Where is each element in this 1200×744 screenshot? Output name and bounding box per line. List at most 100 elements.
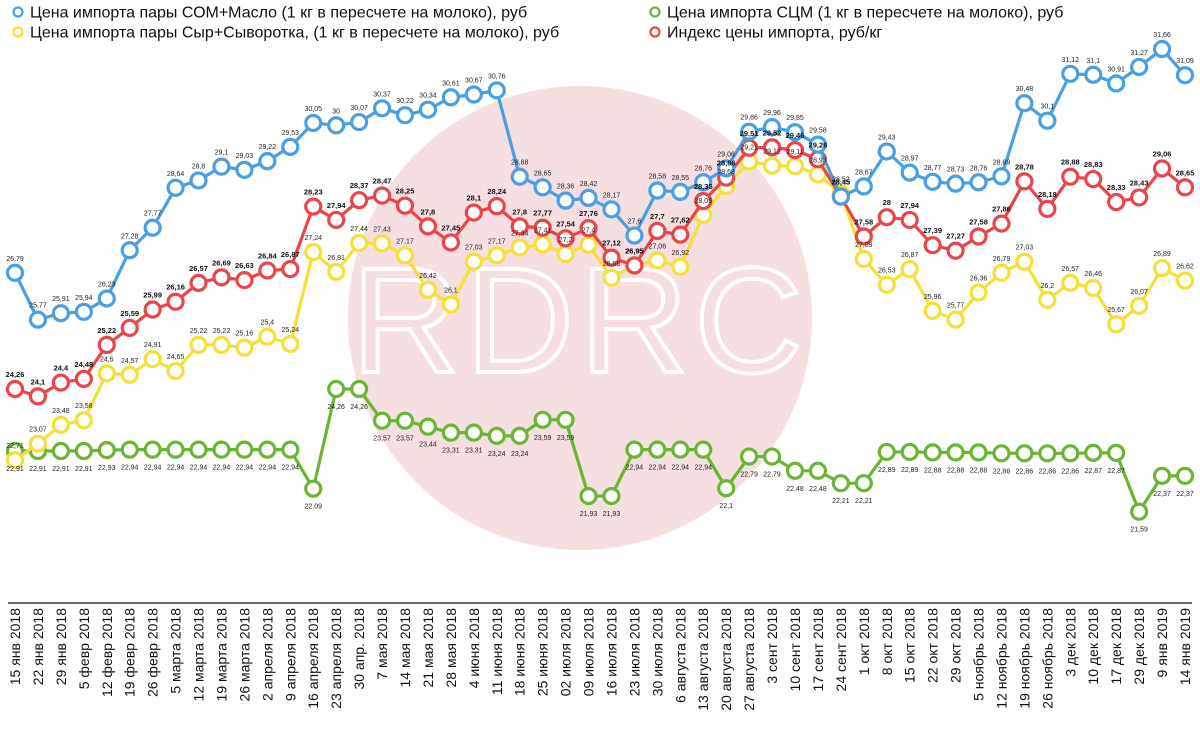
data-label: 24,1 <box>31 377 46 386</box>
data-point <box>671 440 690 459</box>
x-tick-label: 14 янв 2019 <box>1177 608 1193 685</box>
data-label: 25,77 <box>29 303 47 310</box>
data-label: 30,07 <box>350 105 368 112</box>
data-label: 29,43 <box>878 134 896 141</box>
data-point <box>785 157 805 176</box>
x-tick-label: 20 августа 2018 <box>718 608 734 711</box>
x-tick-label: 29 окт 2018 <box>948 608 964 683</box>
data-point <box>5 451 25 470</box>
data-label: 25,22 <box>213 328 231 335</box>
data-point <box>923 172 942 191</box>
data-point <box>372 186 392 205</box>
data-point <box>1107 192 1126 212</box>
data-label: 30,76 <box>488 73 506 80</box>
data-label: 28,68 <box>717 169 735 176</box>
data-label: 24,6 <box>100 356 114 363</box>
data-label: 29,22 <box>259 144 277 151</box>
data-label: 26,62 <box>1176 264 1194 271</box>
data-label: 27,12 <box>602 239 621 248</box>
data-label: 28,36 <box>557 184 575 191</box>
data-point <box>120 440 139 459</box>
data-label: 22,94 <box>236 465 254 472</box>
data-label: 28,67 <box>855 169 873 176</box>
data-label: 27,62 <box>671 216 690 225</box>
data-label: 25,22 <box>190 328 208 335</box>
data-label: 25,59 <box>120 309 139 318</box>
x-tick-label: 17 сент 2018 <box>810 608 826 692</box>
data-label: 24,4 <box>54 364 69 373</box>
data-label: 24,48 <box>74 360 93 369</box>
data-label: 31,12 <box>1062 57 1080 64</box>
data-point <box>418 417 438 436</box>
data-label: 22,89 <box>878 467 896 474</box>
data-point <box>1152 39 1172 59</box>
data-point <box>533 235 552 254</box>
data-label: 22,94 <box>121 465 139 472</box>
data-label: 23,59 <box>557 435 575 442</box>
data-point <box>510 167 529 186</box>
data-point <box>304 242 323 262</box>
data-label: 29,1 <box>215 150 229 157</box>
data-label: 23,24 <box>488 451 506 458</box>
data-label: 26,07 <box>1130 289 1148 296</box>
data-point <box>166 292 185 311</box>
data-point <box>602 248 621 267</box>
data-label: 26,87 <box>901 252 919 259</box>
data-point <box>189 335 208 355</box>
data-point <box>304 197 323 216</box>
data-point <box>327 116 346 135</box>
data-label: 25,94 <box>75 295 93 302</box>
data-point <box>877 275 896 294</box>
data-label: 28,45 <box>831 178 850 187</box>
data-point <box>579 486 598 506</box>
x-tick-label: 14 мая 2018 <box>397 608 413 688</box>
data-label: 31,27 <box>1130 50 1148 57</box>
data-label: 26,79 <box>6 256 24 263</box>
data-label: 27,03 <box>465 245 483 252</box>
data-label: 28,33 <box>1107 183 1126 192</box>
data-label: 23,44 <box>419 442 437 449</box>
x-tick-label: 7 мая 2018 <box>374 608 390 680</box>
x-tick-label: 26 ноябрь 2018 <box>1039 608 1055 709</box>
data-point <box>785 123 805 142</box>
data-point <box>372 411 392 430</box>
data-point <box>831 474 850 493</box>
data-label: 30,48 <box>1016 86 1034 93</box>
x-axis-ticks: 15 янв 2018 22 янв 2018 29 янв 2018 5 февр … <box>7 608 1193 711</box>
data-label: 25,4 <box>261 320 275 327</box>
data-label: 27,8 <box>512 207 527 216</box>
data-point <box>900 259 919 279</box>
data-label: 28,76 <box>970 165 988 172</box>
data-point <box>946 241 965 260</box>
data-point <box>189 171 208 190</box>
data-point <box>854 177 873 196</box>
data-label: 29,26 <box>809 140 828 149</box>
data-point <box>1175 178 1195 197</box>
data-point <box>258 152 277 171</box>
data-point <box>1107 315 1126 334</box>
data-point <box>625 256 644 275</box>
data-label: 27,06 <box>649 243 667 250</box>
data-label: 27,27 <box>946 232 965 241</box>
data-label: 26,36 <box>970 276 988 283</box>
data-point <box>281 440 300 459</box>
data-label: 27,44 <box>350 226 368 233</box>
data-label: 29,03 <box>236 153 254 160</box>
data-point <box>235 338 254 357</box>
data-point <box>143 350 162 369</box>
x-tick-label: 8 окт 2018 <box>879 608 895 675</box>
data-label: 30,05 <box>304 106 322 113</box>
x-tick-label: 11 июня 2018 <box>489 608 505 695</box>
data-label: 26,79 <box>993 256 1011 263</box>
data-label: 22,86 <box>1062 468 1080 475</box>
data-point <box>395 196 415 215</box>
data-point <box>189 440 208 459</box>
x-tick-label: 29 янв 2018 <box>53 608 69 685</box>
data-point <box>327 379 346 399</box>
data-point <box>808 135 828 154</box>
data-label: 28,64 <box>167 171 185 178</box>
data-label: 22,88 <box>970 467 988 474</box>
x-tick-label: 2 апреля 2018 <box>259 608 275 701</box>
x-tick-label: 15 янв 2018 <box>7 608 23 685</box>
